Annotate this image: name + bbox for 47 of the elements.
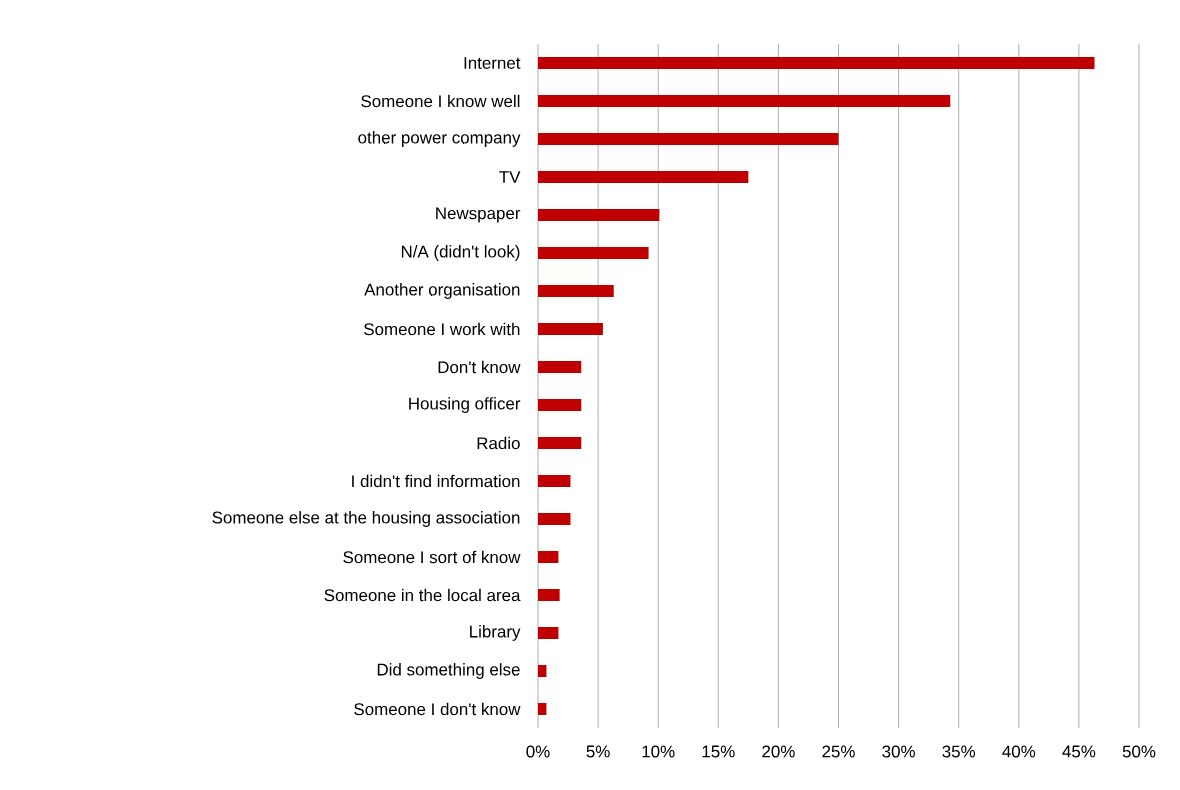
x-tick-label: 0%: [526, 745, 550, 758]
bar: [538, 323, 603, 335]
bar: [538, 171, 749, 183]
bar: [538, 475, 571, 487]
bar: [538, 361, 582, 373]
x-tick-label: 40%: [1002, 745, 1036, 758]
bar: [538, 57, 1095, 69]
bar: [538, 513, 571, 526]
bar: [538, 665, 547, 678]
x-tick-label: 15%: [702, 745, 735, 758]
x-tick-label: 35%: [942, 745, 976, 758]
x-tick-label: 30%: [882, 745, 915, 758]
y-tick-label: Don't know: [438, 360, 521, 374]
bar: [538, 551, 559, 564]
x-tick-label: 45%: [1062, 745, 1096, 758]
y-tick-label: Another organisation: [364, 283, 520, 299]
y-tick-label: TV: [499, 171, 521, 183]
x-tick-label: 25%: [822, 745, 855, 758]
y-tick-label: I didn't find information: [352, 474, 520, 488]
x-tick-label: 5%: [586, 745, 610, 758]
bar: [538, 589, 560, 602]
y-tick-label: Library: [470, 625, 521, 641]
bar: [538, 133, 839, 145]
bar: [538, 437, 582, 449]
y-tick-label: Did something else: [377, 663, 520, 679]
y-tick-label: other power company: [358, 131, 521, 147]
y-tick-label: Internet: [464, 57, 521, 69]
bar: [538, 399, 582, 411]
y-tick-label: Someone in the local area: [324, 588, 521, 602]
y-tick-label: Someone I sort of know: [343, 550, 521, 564]
bar: [538, 247, 649, 259]
bar: [538, 285, 614, 297]
y-tick-label: Someone I know well: [361, 94, 520, 108]
bar: [538, 627, 559, 640]
x-tick-label: 20%: [762, 745, 795, 758]
bar: [538, 95, 951, 107]
y-tick-label: Someone else at the housing association: [212, 511, 520, 527]
y-tick-label: Someone I work with: [364, 322, 520, 336]
x-tick-label: 50%: [1122, 745, 1156, 758]
y-tick-label: Housing officer: [409, 397, 521, 413]
x-tick-label: 10%: [642, 745, 675, 758]
y-tick-label: Someone I don't know: [354, 702, 521, 716]
bar: [538, 209, 660, 221]
y-tick-label: N/A (didn't look): [401, 245, 520, 261]
bar: [538, 703, 547, 716]
y-tick-label: Radio: [477, 436, 520, 450]
y-tick-label: Newspaper: [436, 207, 521, 223]
